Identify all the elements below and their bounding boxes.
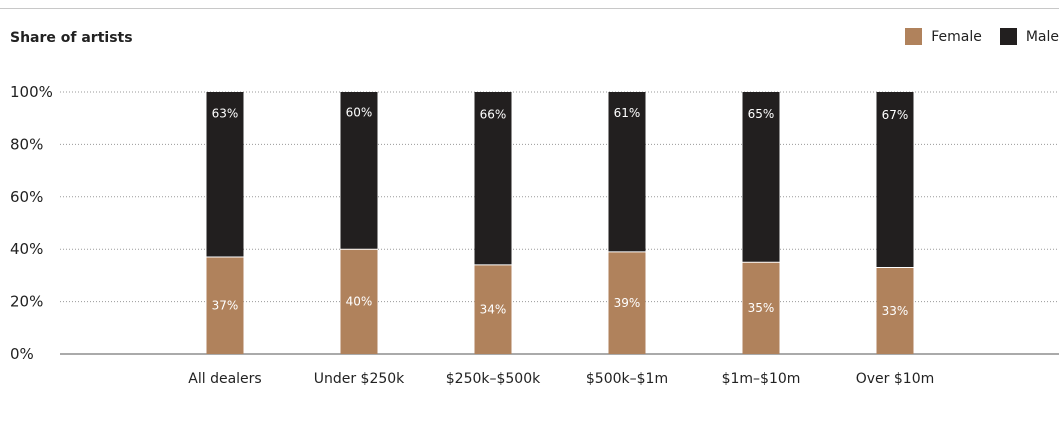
top-divider: [0, 8, 1059, 9]
data-label-male: 67%: [882, 108, 909, 122]
data-label-female: 34%: [480, 302, 507, 316]
data-label-female: 35%: [748, 301, 775, 315]
x-tick-label: All dealers: [188, 371, 261, 387]
legend-label-male: Male: [1025, 28, 1059, 45]
bar-male: [876, 92, 914, 268]
chart-title: Share of artists: [10, 30, 133, 46]
bar-male: [340, 92, 378, 250]
bar-male: [608, 92, 646, 252]
data-label-female: 33%: [882, 304, 909, 318]
bar-female: [742, 262, 780, 354]
y-tick-label: 20%: [10, 293, 43, 311]
x-tick-label: $500k–$1m: [586, 371, 668, 387]
data-label-male: 60%: [346, 105, 373, 119]
bar-female: [608, 251, 646, 354]
data-label-male: 61%: [614, 106, 641, 120]
x-tick-label: $1m–$10m: [722, 371, 801, 387]
legend: Female Male: [887, 28, 1059, 45]
bar-male: [742, 92, 780, 263]
legend-label-female: Female: [931, 28, 982, 45]
y-tick-label: 40%: [10, 240, 43, 258]
x-tick-label: $250k–$500k: [446, 371, 541, 387]
x-tick-label: Under $250k: [314, 371, 405, 387]
legend-swatch-female: [905, 28, 923, 45]
y-tick-label: 100%: [10, 83, 53, 101]
y-tick-label: 0%: [10, 345, 34, 363]
legend-swatch-male: [999, 28, 1017, 45]
bar-female: [206, 257, 244, 354]
bar-male: [474, 92, 512, 265]
bar-female: [474, 264, 512, 354]
data-label-female: 37%: [212, 299, 239, 313]
y-tick-label: 60%: [10, 188, 43, 206]
legend-item-male: Male: [999, 28, 1059, 45]
bar-female: [340, 249, 378, 354]
legend-item-female: Female: [905, 28, 982, 45]
data-label-male: 66%: [480, 107, 507, 121]
data-label-male: 63%: [212, 106, 239, 120]
y-tick-label: 80%: [10, 135, 43, 153]
bar-female: [876, 267, 914, 354]
data-label-female: 39%: [614, 296, 641, 310]
x-tick-label: Over $10m: [856, 371, 934, 387]
data-label-male: 65%: [748, 107, 775, 121]
data-label-female: 40%: [346, 295, 373, 309]
bar-male: [206, 92, 244, 258]
